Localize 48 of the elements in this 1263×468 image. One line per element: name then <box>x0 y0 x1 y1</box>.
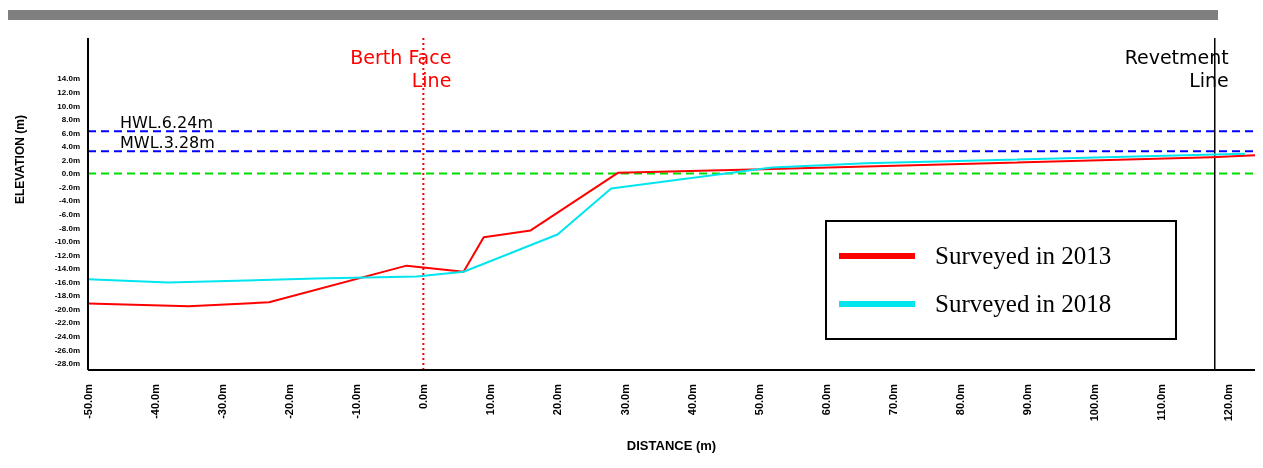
y-tick-label: 4.0m <box>61 142 80 152</box>
x-tick-label: 90.0m <box>1020 383 1033 416</box>
x-tick-label: 120.0m <box>1222 383 1235 422</box>
x-tick-label: 50.0m <box>752 383 765 416</box>
x-tick-label: -20.0m <box>283 383 296 419</box>
x-tick-label: -10.0m <box>350 383 363 419</box>
y-axis-title: ELEVATION (m) <box>13 115 28 204</box>
y-tick-label: -28.0m <box>54 359 80 369</box>
y-tick-label: -20.0m <box>54 304 80 314</box>
x-tick-label: 100.0m <box>1088 383 1101 422</box>
x-tick-label: 0.0m <box>417 383 430 410</box>
line-series <box>88 152 1246 284</box>
x-tick-label: -30.0m <box>216 383 229 419</box>
x-tick-label: -50.0m <box>82 383 94 419</box>
x-tick-label: 10.0m <box>484 383 497 416</box>
y-tick-label: -4.0m <box>59 196 80 206</box>
y-tick-label: 6.0m <box>61 128 80 138</box>
x-tick-label: 30.0m <box>618 383 631 416</box>
x-tick-label: -40.0m <box>149 383 162 419</box>
y-tick-label: 14.0m <box>57 74 80 84</box>
y-tick-label: -16.0m <box>54 277 80 287</box>
x-tick-label: 20.0m <box>551 383 564 416</box>
y-tick-label: 0.0m <box>61 169 80 179</box>
y-tick-label: -24.0m <box>54 331 80 341</box>
y-tick-label: 10.0m <box>57 101 80 111</box>
y-tick-label: -26.0m <box>54 345 80 355</box>
y-tick-label: 2.0m <box>61 155 80 165</box>
x-tick-label: 40.0m <box>685 383 698 416</box>
legend-label: Surveyed in 2018 <box>935 290 1112 318</box>
y-tick-label: -18.0m <box>54 291 80 301</box>
x-tick-label: 70.0m <box>886 383 899 416</box>
y-tick-label: 8.0m <box>61 115 80 125</box>
y-tick-label: -10.0m <box>54 237 80 247</box>
x-axis-title: DISTANCE (m) <box>626 438 717 453</box>
y-tick-label: -2.0m <box>59 182 80 192</box>
ref-line-label: Berth Face Line <box>350 46 452 91</box>
y-tick-label: -6.0m <box>59 210 80 219</box>
x-tick-label: 80.0m <box>953 383 966 416</box>
y-tick-label: 12.0m <box>57 88 80 98</box>
x-tick-label: 60.0m <box>819 383 832 416</box>
ref-line-label: HWL.6.24m <box>120 113 214 133</box>
y-tick-label: -8.0m <box>59 223 80 233</box>
y-tick-label: -22.0m <box>54 318 80 328</box>
x-tick-label: 110.0m <box>1155 383 1168 421</box>
y-tick-label: -12.0m <box>54 250 80 260</box>
ref-line-label: MWL.3.28m <box>120 133 215 153</box>
legend-label: Surveyed in 2013 <box>935 242 1112 270</box>
y-tick-label: -14.0m <box>54 264 80 274</box>
